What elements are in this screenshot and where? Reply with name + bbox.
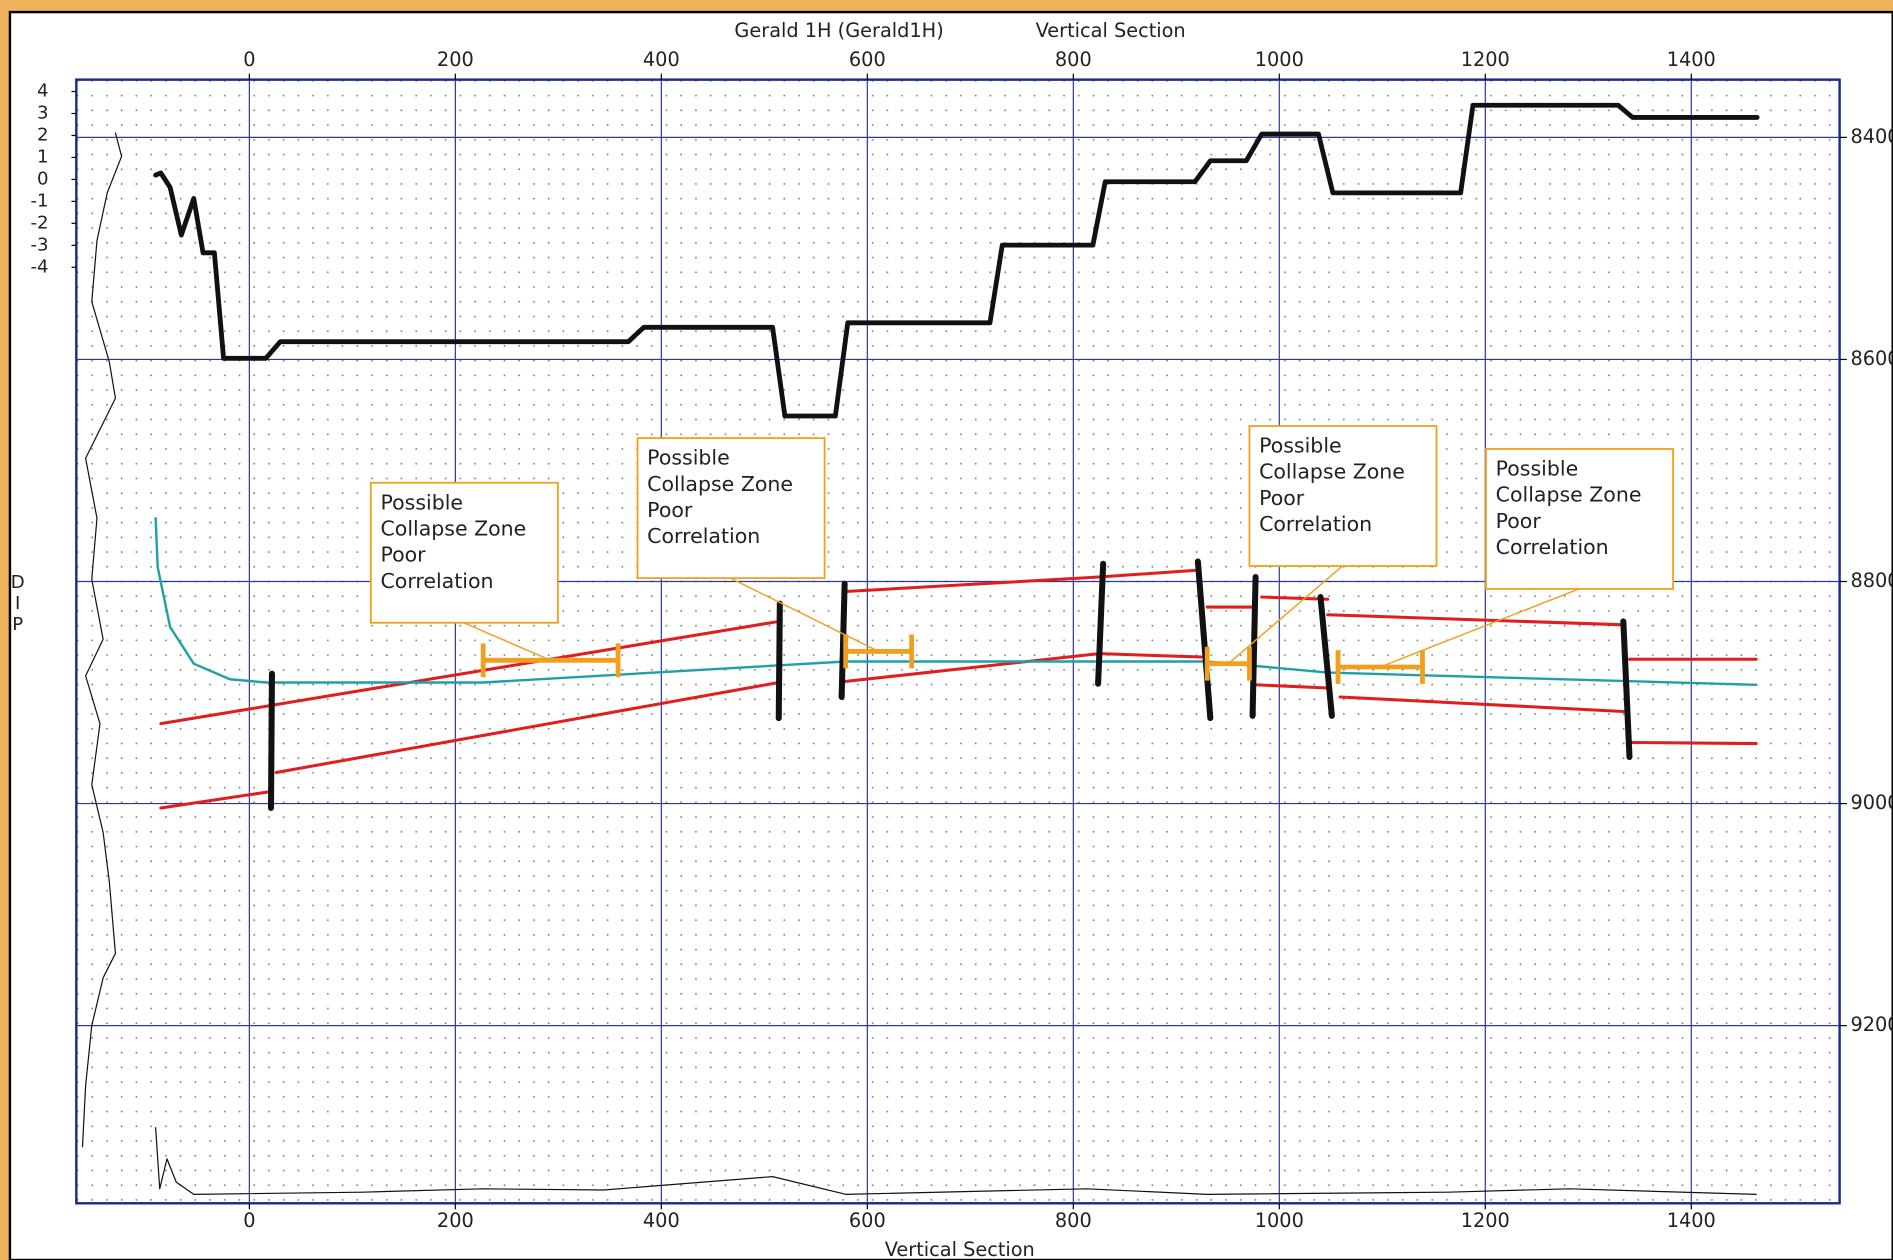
x-tick-label: 800 (1055, 1209, 1092, 1232)
y-tick-label: 9200 (1850, 1013, 1893, 1036)
x-tick-label: 400 (643, 1209, 680, 1232)
x-tick-label: 1400 (1667, 48, 1716, 71)
annotation-box (1248, 425, 1438, 567)
minor-grid (76, 79, 1840, 1204)
annotation-text: Collapse Zone (1259, 460, 1405, 484)
annotation-text: Collapse Zone (647, 472, 793, 496)
series-line (159, 568, 1758, 726)
annotation-text: Poor (647, 498, 693, 522)
series-line (155, 1127, 1757, 1195)
annotation-box (369, 481, 559, 624)
annotation-text: Collapse Zone (380, 516, 526, 540)
x-tick-label: 400 (643, 48, 680, 71)
x-tick-label: 1000 (1255, 48, 1304, 71)
y2-tick-label: -2 (31, 212, 49, 233)
x-tick-label: 800 (1055, 48, 1092, 71)
annotation-text: Possible (380, 490, 463, 514)
x-tick-label: 1200 (1461, 1209, 1510, 1232)
x-tick-label: 1200 (1461, 48, 1510, 71)
plot: 0 0 200 200 400 400 600 600 800 800 1000 1000 1200 12… (31, 48, 1893, 1232)
leader-line (1379, 588, 1580, 668)
leader-line (463, 622, 551, 662)
y-tick-label: 9000 (1850, 791, 1893, 814)
plot-frame (75, 78, 1841, 1205)
x-tick-label: 0 (243, 1209, 255, 1232)
x-tick-label: 600 (849, 48, 886, 71)
y2-tick-label: 4 (37, 81, 49, 102)
annotation-text: Correlation (1259, 512, 1372, 536)
x-tick-label: 600 (849, 1209, 886, 1232)
y2-tick-label: -1 (31, 190, 49, 211)
y-tick-label: 8600 (1850, 347, 1893, 370)
annotation-text: Possible (647, 446, 730, 470)
x-tick-label: 0 (243, 48, 255, 71)
y2-tick-label: 2 (37, 124, 49, 145)
chart-subtitle: Vertical Section (1036, 19, 1186, 42)
annotation-box (1485, 448, 1674, 590)
y2-tick-label: 0 (37, 168, 49, 189)
annotation-text: Poor (1496, 509, 1542, 533)
chart-title: Gerald 1H (Gerald1H) (734, 19, 943, 42)
series-line (153, 102, 1760, 419)
annotation-text: Poor (380, 543, 426, 567)
x-tick-label: 1400 (1667, 1209, 1716, 1232)
y2-tick-label: -4 (31, 256, 49, 277)
annotation-text: Correlation (647, 524, 760, 548)
series-line (267, 558, 1633, 812)
y2-axis-label: DIP (7, 572, 28, 635)
x-tick-label: 200 (437, 48, 474, 71)
annotation-text: Possible (1496, 456, 1579, 480)
y2-tick-label: -3 (31, 234, 49, 255)
y-tick-label: 8400 (1850, 125, 1893, 148)
series-line (81, 132, 123, 1148)
y2-tick-label: 3 (37, 102, 49, 123)
x-axis-label: Vertical Section (885, 1238, 1035, 1260)
y2-tick-label: 1 (37, 146, 49, 167)
x-tick-label: 200 (437, 1209, 474, 1232)
leader-line (730, 577, 879, 653)
annotation-text: Correlation (1496, 535, 1609, 559)
annotation-box (636, 437, 826, 580)
annotation-text: Poor (1259, 486, 1305, 510)
annotation-text: Possible (1259, 434, 1342, 458)
y-tick-label: 8800 (1850, 569, 1893, 592)
x-tick-label: 1000 (1255, 1209, 1304, 1232)
annotation-text: Correlation (380, 569, 493, 593)
annotation-text: Collapse Zone (1496, 483, 1642, 507)
